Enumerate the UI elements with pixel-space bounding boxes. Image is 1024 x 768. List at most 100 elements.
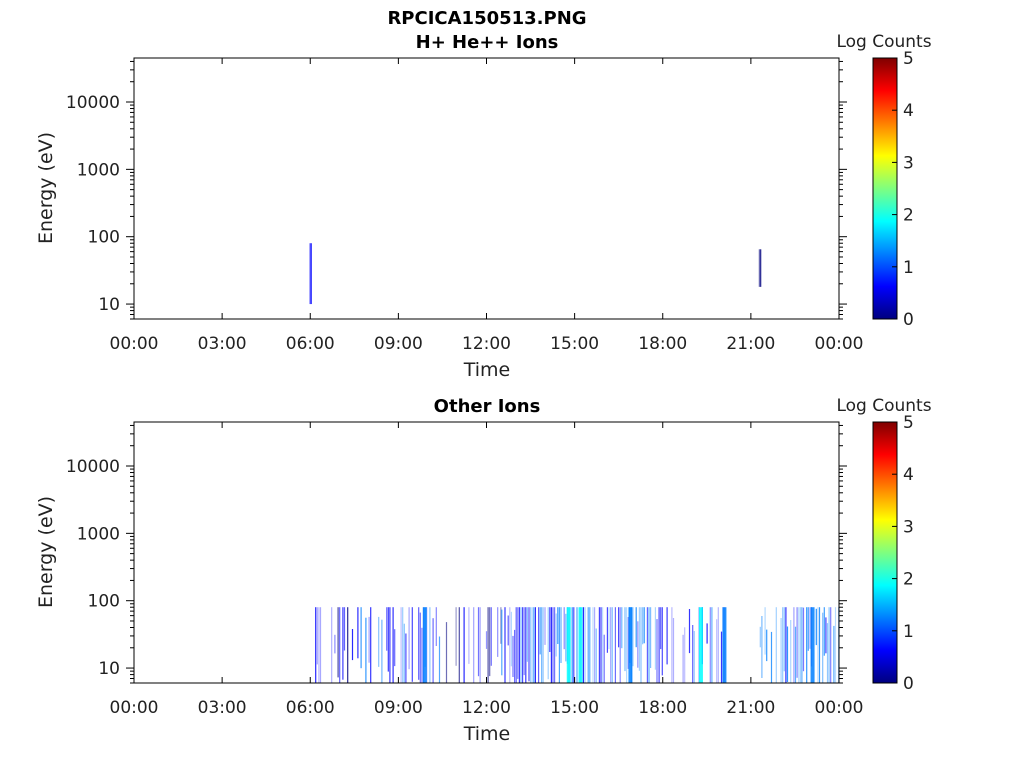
- x-tick-label: 00:00: [110, 698, 159, 718]
- count-column: [365, 617, 367, 683]
- count-column: [720, 631, 723, 683]
- count-column: [560, 607, 562, 663]
- y-tick-label: 1000: [77, 160, 120, 180]
- count-column: [603, 634, 605, 683]
- panel-1-ticks: 00:00 03:00 06:00 09:00 12:00 15:00 18:00 21:00…: [66, 58, 864, 354]
- count-column: [822, 612, 824, 683]
- y-tick-label: 1000: [77, 524, 120, 544]
- x-tick-label: 09:00: [374, 698, 423, 718]
- count-column: [594, 607, 596, 683]
- panel-2-plot-area: [315, 607, 840, 683]
- count-column: [608, 607, 610, 650]
- bright-column: [628, 607, 633, 683]
- count-column: [793, 607, 795, 683]
- count-column: [806, 607, 808, 683]
- count-column: [458, 607, 460, 683]
- x-tick-label: 06:00: [286, 334, 335, 354]
- colorbar-tick-label: 2: [903, 570, 914, 590]
- y-tick-label: 10000: [66, 93, 120, 113]
- count-column: [337, 607, 339, 678]
- bright-column: [722, 607, 727, 683]
- count-column: [547, 607, 549, 680]
- panel-1-title: H+ He++ Ions: [416, 32, 559, 53]
- y-tick-label: 10000: [66, 457, 120, 477]
- count-column: [368, 616, 370, 663]
- count-column: [477, 607, 480, 677]
- count-column: [468, 607, 470, 664]
- count-column: [796, 607, 798, 678]
- count-column: [660, 607, 662, 650]
- count-column: [573, 607, 575, 683]
- count-column: [541, 607, 543, 683]
- count-column: [716, 619, 718, 683]
- panel-2-ticks: 00:00 03:00 06:00 09:00 12:00 15:00 18:00 21:00…: [66, 422, 864, 718]
- count-column: [510, 611, 512, 667]
- panel-1-plot-area: [309, 243, 762, 305]
- burst-column: [760, 249, 762, 287]
- count-column: [661, 607, 663, 676]
- count-column: [790, 620, 792, 683]
- count-column: [666, 607, 668, 665]
- count-column: [717, 607, 719, 683]
- count-column: [648, 607, 650, 683]
- count-column: [794, 626, 797, 683]
- bright-column: [810, 607, 815, 683]
- count-column: [600, 607, 602, 683]
- count-column: [421, 627, 423, 683]
- count-column: [538, 607, 540, 683]
- count-column: [463, 607, 465, 683]
- bright-column: [578, 607, 583, 683]
- count-column: [473, 607, 475, 683]
- count-column: [501, 609, 503, 676]
- count-column: [528, 607, 530, 682]
- count-column: [618, 607, 620, 648]
- count-column: [347, 607, 349, 683]
- burst-column: [758, 249, 760, 287]
- count-column: [783, 607, 785, 672]
- x-tick-label: 21:00: [726, 698, 775, 718]
- count-column: [624, 607, 626, 672]
- colorbar-tick-label: 5: [903, 49, 914, 69]
- count-column: [775, 607, 777, 683]
- burst-column: [310, 243, 312, 305]
- x-tick-label: 12:00: [462, 334, 511, 354]
- count-column: [386, 607, 388, 651]
- colorbar-tick-label: 3: [903, 517, 914, 537]
- count-column: [598, 607, 600, 683]
- count-column: [833, 625, 835, 683]
- colorbar-tick-label: 2: [903, 206, 914, 226]
- count-column: [400, 607, 402, 683]
- count-column: [614, 607, 616, 683]
- count-column: [684, 627, 686, 683]
- count-column: [632, 607, 634, 667]
- count-column: [654, 607, 656, 670]
- count-column: [526, 607, 528, 662]
- y-tick-label: 10: [98, 659, 120, 679]
- count-column: [331, 607, 333, 683]
- colorbar-tick-label: 4: [903, 101, 914, 121]
- count-column: [485, 631, 488, 649]
- count-column: [646, 607, 648, 683]
- count-column: [520, 607, 522, 683]
- count-column: [627, 617, 629, 669]
- burst-column: [309, 243, 311, 305]
- count-column: [549, 607, 551, 652]
- count-column: [381, 619, 383, 683]
- count-column: [554, 607, 556, 683]
- count-column: [582, 607, 584, 683]
- count-column: [706, 623, 708, 644]
- count-column: [571, 607, 573, 683]
- y-tick-label: 100: [88, 228, 120, 248]
- y-tick-label: 100: [88, 592, 120, 612]
- count-column: [419, 612, 421, 683]
- count-column: [565, 613, 567, 662]
- x-tick-label: 15:00: [550, 698, 599, 718]
- panel-2-x-label: Time: [463, 723, 511, 745]
- count-column: [761, 616, 763, 678]
- colorbar-tick-label: 0: [903, 674, 914, 694]
- panel-h-he-ions: H+ He++ Ions 00:00 03:00 06:00 09:00 12:00 15…: [35, 32, 932, 381]
- count-column: [525, 607, 527, 683]
- count-column: [610, 607, 612, 683]
- count-column: [522, 607, 524, 683]
